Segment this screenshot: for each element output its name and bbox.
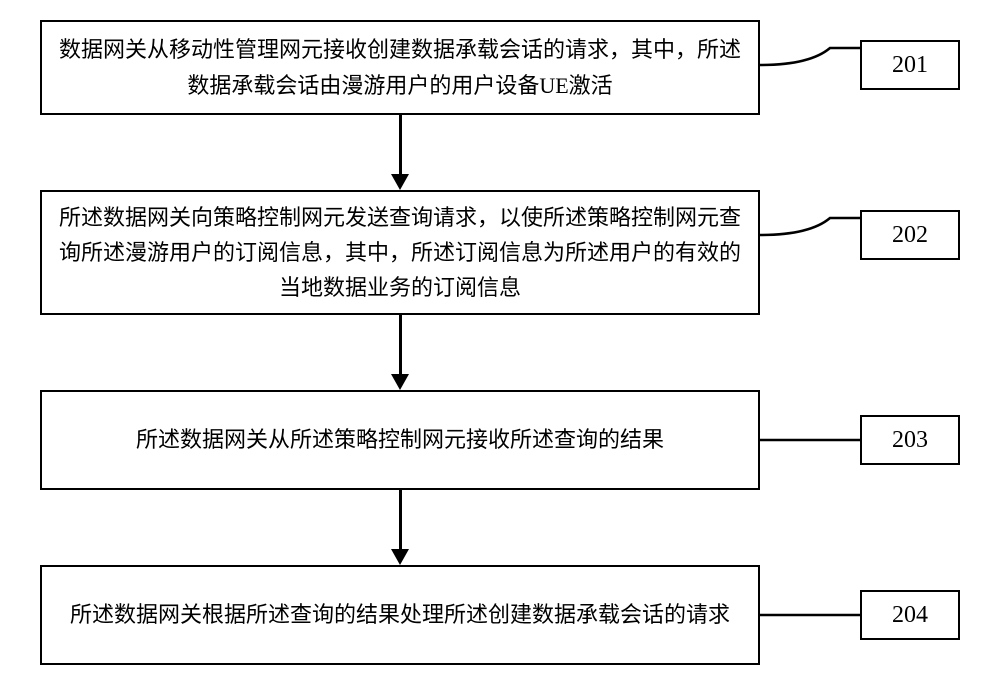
label-box-203: 203 <box>860 415 960 465</box>
label-box-204: 204 <box>860 590 960 640</box>
step-text: 所述数据网关从所述策略控制网元接收所述查询的结果 <box>136 422 664 457</box>
label-text: 201 <box>892 52 928 79</box>
label-box-202: 202 <box>860 210 960 260</box>
step-box-201: 数据网关从移动性管理网元接收创建数据承载会话的请求，其中，所述数据承载会话由漫游… <box>40 20 760 115</box>
label-text: 202 <box>892 222 928 249</box>
step-box-203: 所述数据网关从所述策略控制网元接收所述查询的结果 <box>40 390 760 490</box>
step-box-204: 所述数据网关根据所述查询的结果处理所述创建数据承载会话的请求 <box>40 565 760 665</box>
label-text: 203 <box>892 427 928 454</box>
step-text: 数据网关从移动性管理网元接收创建数据承载会话的请求，其中，所述数据承载会话由漫游… <box>58 32 742 102</box>
step-text: 所述数据网关根据所述查询的结果处理所述创建数据承载会话的请求 <box>70 597 730 632</box>
step-text: 所述数据网关向策略控制网元发送查询请求，以使所述策略控制网元查询所述漫游用户的订… <box>58 200 742 306</box>
label-box-201: 201 <box>860 40 960 90</box>
step-box-202: 所述数据网关向策略控制网元发送查询请求，以使所述策略控制网元查询所述漫游用户的订… <box>40 190 760 315</box>
flowchart-canvas: 数据网关从移动性管理网元接收创建数据承载会话的请求，其中，所述数据承载会话由漫游… <box>0 0 1000 690</box>
label-text: 204 <box>892 602 928 629</box>
